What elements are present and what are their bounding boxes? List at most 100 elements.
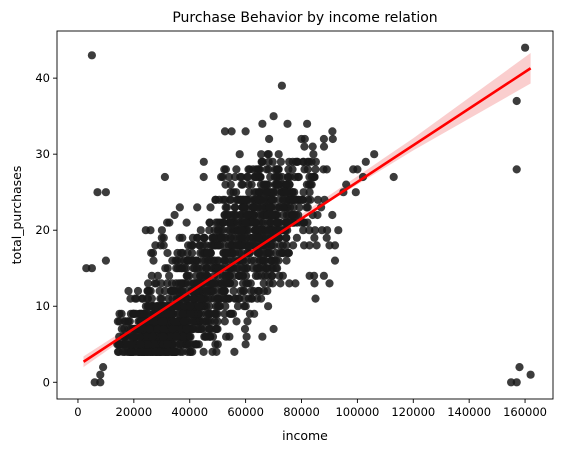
data-point bbox=[306, 195, 315, 204]
data-point bbox=[149, 256, 158, 265]
data-point bbox=[223, 279, 232, 288]
data-point bbox=[285, 180, 294, 189]
data-point bbox=[243, 317, 252, 326]
data-point bbox=[291, 279, 300, 288]
data-point bbox=[155, 347, 164, 356]
data-point bbox=[521, 43, 530, 52]
data-point bbox=[173, 248, 182, 258]
x-tick-label: 0 bbox=[74, 405, 81, 419]
data-point bbox=[142, 332, 152, 341]
data-point bbox=[203, 248, 212, 258]
data-point bbox=[226, 233, 235, 242]
data-point bbox=[269, 324, 278, 334]
data-point bbox=[186, 241, 195, 250]
data-point bbox=[297, 134, 306, 144]
data-point bbox=[295, 203, 304, 212]
data-point bbox=[221, 203, 230, 212]
data-point bbox=[147, 271, 156, 280]
data-point bbox=[238, 180, 247, 189]
data-point bbox=[242, 332, 251, 341]
data-point bbox=[175, 340, 185, 349]
data-point bbox=[282, 256, 291, 265]
data-point bbox=[330, 241, 340, 250]
data-point bbox=[275, 271, 284, 280]
data-point bbox=[199, 172, 208, 182]
data-point bbox=[179, 309, 188, 318]
data-point bbox=[187, 317, 197, 326]
data-point bbox=[179, 332, 188, 341]
data-point bbox=[319, 142, 329, 151]
data-point bbox=[265, 134, 274, 144]
data-point bbox=[217, 233, 226, 242]
data-point bbox=[237, 226, 246, 235]
data-point bbox=[216, 241, 225, 250]
data-point bbox=[137, 347, 146, 356]
data-point bbox=[289, 241, 298, 250]
data-point bbox=[240, 324, 250, 334]
data-point bbox=[159, 317, 168, 326]
data-point bbox=[132, 294, 141, 303]
data-point bbox=[186, 279, 195, 288]
data-point bbox=[512, 165, 521, 174]
data-point bbox=[202, 286, 211, 296]
data-point bbox=[268, 210, 277, 220]
data-point bbox=[282, 218, 292, 227]
data-point bbox=[241, 302, 250, 311]
data-point bbox=[87, 51, 96, 60]
data-point bbox=[282, 188, 291, 197]
data-point bbox=[299, 157, 308, 166]
data-point bbox=[221, 271, 230, 280]
data-point bbox=[254, 188, 263, 197]
data-point bbox=[268, 157, 277, 166]
data-point bbox=[235, 248, 244, 258]
data-point bbox=[273, 264, 282, 273]
data-point bbox=[144, 302, 153, 311]
y-tick-label: 20 bbox=[35, 223, 50, 237]
data-point bbox=[309, 150, 318, 159]
data-point bbox=[283, 119, 292, 128]
data-point bbox=[262, 188, 271, 197]
data-point bbox=[234, 294, 243, 303]
data-point bbox=[205, 226, 214, 235]
data-point bbox=[268, 279, 277, 288]
data-point bbox=[176, 279, 185, 288]
data-point bbox=[300, 165, 309, 174]
data-point bbox=[179, 317, 189, 326]
data-point bbox=[226, 226, 235, 235]
data-point bbox=[334, 226, 343, 235]
data-point bbox=[204, 294, 213, 303]
data-point bbox=[180, 302, 189, 311]
data-point bbox=[300, 241, 309, 250]
data-point bbox=[183, 248, 192, 258]
data-point bbox=[99, 363, 108, 372]
data-point bbox=[251, 218, 260, 227]
data-point bbox=[117, 324, 126, 334]
data-point bbox=[264, 248, 273, 258]
data-point bbox=[284, 172, 293, 182]
data-point bbox=[185, 340, 194, 349]
data-point bbox=[220, 127, 230, 136]
data-point bbox=[260, 271, 269, 280]
data-point bbox=[199, 157, 208, 166]
data-point bbox=[233, 241, 242, 250]
data-point bbox=[268, 195, 277, 204]
data-point bbox=[249, 264, 258, 273]
data-point bbox=[310, 226, 320, 235]
data-point bbox=[351, 188, 360, 197]
data-point bbox=[127, 347, 136, 356]
data-point bbox=[143, 309, 152, 318]
data-point bbox=[182, 218, 191, 227]
data-point bbox=[168, 324, 177, 334]
data-point bbox=[214, 302, 223, 311]
data-point bbox=[230, 347, 239, 356]
x-tick-label: 140000 bbox=[447, 405, 491, 419]
data-point bbox=[277, 81, 286, 90]
data-point bbox=[196, 226, 205, 235]
x-tick-label: 60000 bbox=[227, 405, 264, 419]
data-point bbox=[299, 226, 308, 235]
data-point bbox=[257, 210, 266, 220]
data-point bbox=[236, 286, 245, 296]
data-point bbox=[149, 340, 159, 349]
data-point bbox=[229, 210, 238, 220]
